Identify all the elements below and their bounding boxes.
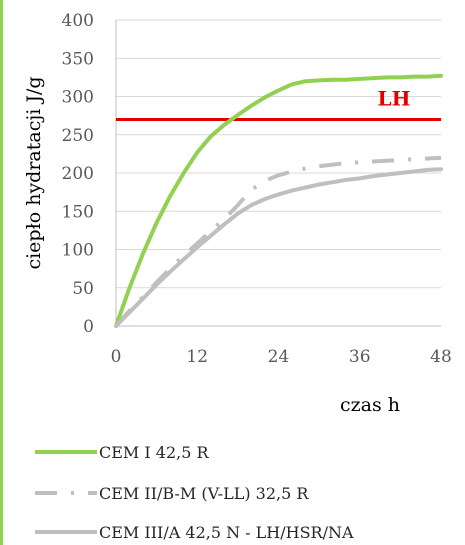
series-lines bbox=[114, 73, 443, 328]
x-tick-label: 0 bbox=[111, 347, 122, 367]
y-tick-label: 0 bbox=[83, 317, 94, 337]
series-line-2 bbox=[114, 155, 442, 328]
y-tick-label: 150 bbox=[62, 202, 94, 222]
grid-lines bbox=[116, 19, 441, 289]
y-axis-label: ciepło hydratacji J/g bbox=[23, 76, 45, 269]
left-edge-accent bbox=[0, 0, 3, 545]
x-tick-label: 36 bbox=[349, 347, 371, 367]
legend: CEM I 42,5 R CEM II/B-M (V-LL) 32,5 R CEM … bbox=[35, 443, 354, 542]
legend-label-2: CEM II/B-M (V-LL) 32,5 R bbox=[99, 484, 309, 503]
y-tick-label: 350 bbox=[62, 49, 94, 69]
y-tick-label: 200 bbox=[62, 164, 94, 184]
y-tick-label: 50 bbox=[72, 279, 94, 299]
x-axis-label: czas h bbox=[340, 394, 400, 416]
series-line-1 bbox=[114, 73, 443, 328]
series-line-3 bbox=[114, 167, 443, 328]
y-tick-label: 400 bbox=[62, 11, 94, 31]
legend-label-3: CEM III/A 42,5 N - LH/HSR/NA bbox=[99, 523, 354, 542]
lh-reference-label: LH bbox=[378, 86, 411, 110]
axes bbox=[115, 20, 441, 327]
legend-label-1: CEM I 42,5 R bbox=[99, 443, 210, 462]
y-tick-label: 300 bbox=[62, 88, 94, 108]
tick-labels: 0 50 100 150 200 250 300 350 400 0 12 24 36 48 bbox=[62, 11, 452, 367]
x-tick-label: 12 bbox=[186, 347, 208, 367]
x-tick-label: 24 bbox=[268, 347, 290, 367]
y-tick-label: 250 bbox=[62, 126, 94, 146]
x-tick-label: 48 bbox=[430, 347, 452, 367]
y-tick-label: 100 bbox=[62, 241, 94, 261]
reference-line-group: LH bbox=[116, 86, 441, 121]
